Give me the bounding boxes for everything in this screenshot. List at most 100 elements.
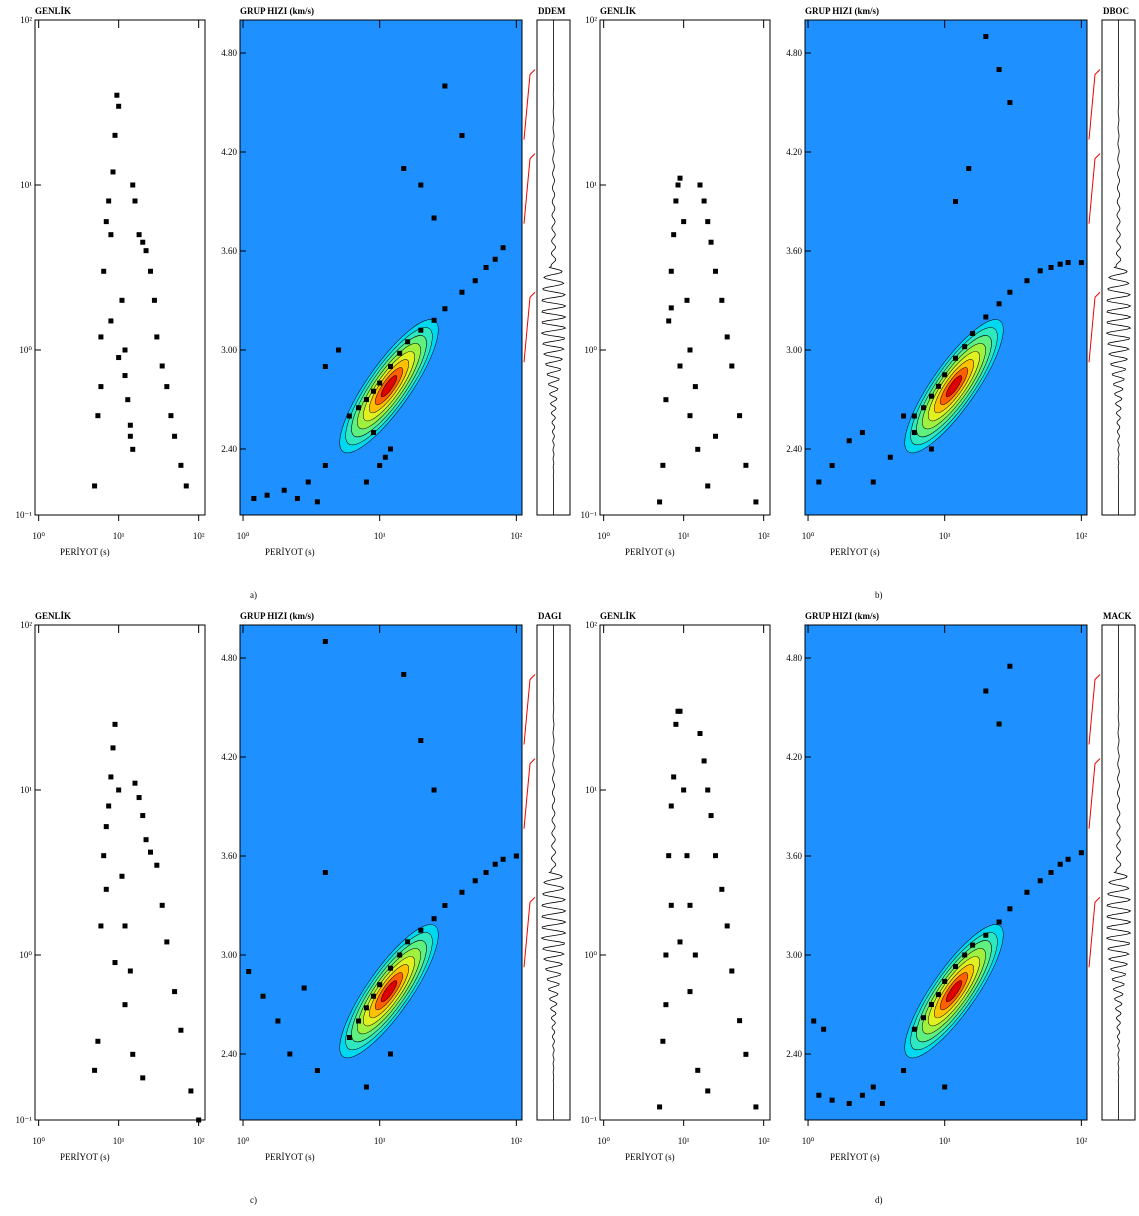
- data-point: [431, 317, 437, 323]
- data-point: [151, 297, 157, 303]
- data-point: [106, 198, 112, 204]
- velocity-plot: 2.40 3.00 3.60 4.20 4.80 10⁰ 10¹ 10² GRUP HIZI (…: [786, 6, 1136, 557]
- y-tick-label: 4.20: [786, 147, 802, 157]
- data-point: [183, 483, 189, 489]
- data-point: [143, 837, 149, 843]
- x-tick-label: 10¹: [374, 531, 386, 541]
- data-point: [154, 862, 160, 868]
- data-point: [98, 384, 104, 390]
- data-point: [677, 175, 683, 181]
- data-point: [737, 413, 743, 419]
- data-point: [684, 297, 690, 303]
- data-point: [1037, 878, 1043, 884]
- y-tick-label: 10¹: [585, 180, 597, 190]
- data-point: [743, 1051, 749, 1057]
- data-point: [684, 853, 690, 859]
- data-point: [687, 347, 693, 353]
- data-point: [322, 364, 328, 369]
- plot-area: [239, 624, 523, 1121]
- data-point: [287, 1051, 293, 1057]
- data-point: [132, 780, 138, 786]
- data-point: [666, 318, 672, 324]
- x-tick-label: 10²: [758, 1136, 770, 1146]
- data-point: [1007, 289, 1013, 295]
- data-point: [500, 245, 506, 251]
- y-axis-label: GENLİK: [600, 6, 636, 16]
- data-point: [377, 380, 383, 386]
- data-point: [356, 405, 362, 411]
- x-tick-label: 10¹: [939, 531, 951, 541]
- data-point: [116, 787, 122, 793]
- data-point: [431, 916, 437, 922]
- data-point: [671, 774, 677, 780]
- data-point: [708, 239, 714, 245]
- window-marker: [523, 291, 536, 363]
- y-axis-label: GRUP HIZI (km/s): [805, 6, 879, 16]
- data-point: [196, 1117, 202, 1123]
- y-tick-label: 4.80: [786, 48, 802, 58]
- data-point: [122, 373, 128, 379]
- data-point: [114, 92, 120, 98]
- data-point: [953, 355, 959, 361]
- data-point: [159, 363, 165, 369]
- data-point: [692, 384, 698, 390]
- data-point: [127, 433, 133, 439]
- data-point: [442, 83, 448, 89]
- data-point: [935, 383, 941, 389]
- data-point: [363, 1084, 369, 1090]
- data-point: [996, 919, 1002, 925]
- data-point: [687, 989, 693, 995]
- data-point: [1024, 889, 1030, 895]
- plot-area: [599, 19, 771, 516]
- data-point: [962, 344, 968, 350]
- data-point: [103, 886, 109, 892]
- data-point: [322, 639, 328, 644]
- data-point: [92, 483, 98, 489]
- data-point: [95, 1038, 101, 1044]
- data-point: [301, 985, 307, 991]
- data-point: [294, 496, 300, 501]
- data-point: [101, 853, 107, 859]
- panel-label: b): [875, 590, 883, 600]
- data-point: [928, 1002, 934, 1007]
- y-tick-label: 3.60: [221, 851, 237, 861]
- data-point: [281, 487, 287, 493]
- data-point: [127, 968, 133, 974]
- data-point: [108, 774, 114, 780]
- data-point: [687, 413, 693, 419]
- y-axis-label: GENLİK: [600, 611, 636, 621]
- data-point: [1007, 906, 1013, 912]
- data-point: [701, 198, 707, 204]
- data-point: [953, 199, 959, 204]
- y-tick-label: 3.00: [786, 950, 802, 960]
- data-point: [132, 198, 138, 204]
- data-point: [95, 413, 101, 419]
- data-point: [879, 1101, 885, 1106]
- data-point: [681, 787, 687, 793]
- seismogram: [540, 625, 567, 1120]
- data-point: [136, 795, 142, 801]
- data-point: [500, 856, 506, 862]
- y-tick-label: 10⁰: [584, 345, 597, 355]
- y-tick-label: 3.60: [221, 246, 237, 256]
- data-point: [681, 219, 687, 225]
- data-point: [260, 993, 266, 999]
- data-point: [708, 813, 714, 819]
- station-name: DDEM: [538, 6, 566, 16]
- window-marker: [1088, 291, 1101, 363]
- y-tick-label: 10⁻¹: [16, 1115, 33, 1125]
- energy-contour: [945, 980, 963, 1003]
- data-point: [164, 939, 170, 945]
- data-point: [942, 1084, 948, 1090]
- data-point: [472, 278, 478, 284]
- x-tick-label: 10¹: [678, 531, 690, 541]
- y-axis-label: GRUP HIZI (km/s): [805, 611, 879, 621]
- y-axis-label: GRUP HIZI (km/s): [240, 611, 314, 621]
- data-point: [996, 67, 1002, 72]
- data-point: [953, 964, 959, 970]
- y-tick-label: 2.40: [786, 444, 802, 454]
- data-point: [147, 268, 153, 274]
- y-tick-label: 10⁰: [19, 950, 32, 960]
- data-point: [911, 1026, 917, 1032]
